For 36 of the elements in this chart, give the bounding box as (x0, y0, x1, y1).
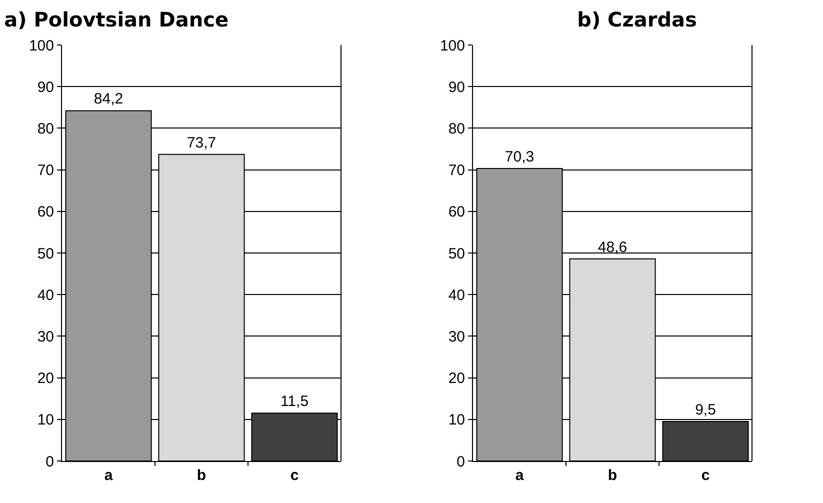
y-tick-label: 90 (37, 78, 54, 96)
y-tick-label: 80 (448, 120, 465, 138)
y-tick-label: 100 (28, 37, 54, 54)
x-tick-label: b (608, 467, 618, 484)
y-tick-label: 30 (448, 328, 465, 346)
chart-title: b) Czardas (577, 8, 697, 32)
data-label: 9,5 (695, 401, 716, 418)
data-label: 84,2 (94, 90, 124, 108)
y-tick-label: 0 (46, 453, 54, 470)
data-label: 70,3 (504, 148, 534, 166)
y-tick-label: 60 (448, 204, 465, 221)
y-tick-label: 10 (448, 412, 465, 429)
y-tick-label: 70 (37, 162, 54, 180)
x-tick-label: c (701, 467, 710, 484)
y-tick-label: 10 (37, 412, 54, 429)
y-tick-label: 90 (448, 78, 465, 96)
y-tick-label: 40 (37, 286, 54, 304)
y-tick-label: 80 (37, 120, 54, 138)
data-label: 73,7 (186, 134, 216, 152)
data-label: 11,5 (280, 393, 309, 410)
x-tick-label: b (196, 467, 206, 484)
y-tick-label: 70 (448, 162, 465, 180)
y-tick-label: 0 (456, 453, 465, 470)
y-tick-label: 20 (448, 370, 465, 388)
y-tick-label: 50 (448, 245, 465, 262)
chart-title: a) Polovtsian Dance (4, 8, 229, 32)
y-tick-label: 50 (37, 245, 54, 262)
y-tick-label: 20 (37, 370, 54, 388)
y-tick-label: 60 (37, 204, 54, 221)
x-tick-label: c (290, 467, 299, 484)
data-label: 48,6 (598, 238, 628, 256)
x-tick-label: a (104, 467, 114, 484)
y-tick-label: 40 (448, 286, 465, 304)
y-tick-label: 30 (37, 328, 54, 346)
x-tick-label: a (515, 467, 524, 484)
y-tick-label: 100 (440, 37, 465, 54)
